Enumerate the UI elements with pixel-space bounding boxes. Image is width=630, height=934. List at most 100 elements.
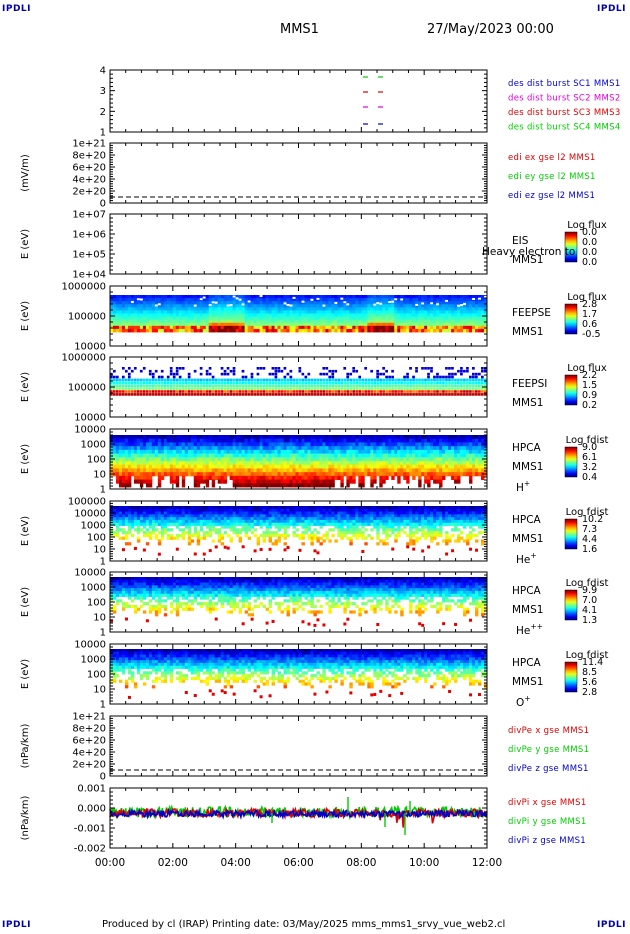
spectrogram-cell bbox=[379, 442, 383, 447]
spectrogram-cell bbox=[163, 378, 167, 382]
spectrogram-cell bbox=[460, 313, 464, 317]
spectrogram-cell bbox=[295, 325, 299, 330]
spectrogram-cell bbox=[247, 381, 251, 385]
spectrogram-cell bbox=[133, 511, 138, 515]
spectrogram-cell bbox=[457, 319, 461, 324]
spectrogram-cell bbox=[421, 384, 424, 388]
spectrogram-cell bbox=[110, 319, 114, 324]
spectrogram-cell bbox=[361, 453, 365, 458]
spectrogram-cell bbox=[361, 479, 365, 484]
spectrogram-cell bbox=[181, 435, 186, 440]
spectrogram-cell bbox=[253, 438, 258, 443]
spectrogram-cell bbox=[190, 435, 195, 440]
spectrogram-cell bbox=[127, 528, 132, 532]
spectrogram-cell bbox=[142, 479, 147, 484]
colorbar-tick-label: 1.5 bbox=[582, 380, 597, 391]
spectrogram-cell bbox=[316, 453, 320, 458]
spectrogram-cell bbox=[304, 453, 308, 458]
spectrogram-cell bbox=[250, 381, 254, 385]
spectrogram-cell bbox=[175, 472, 180, 477]
spectrogram-cell bbox=[124, 313, 129, 317]
spectrogram-cell bbox=[256, 367, 260, 370]
spectrogram-cell bbox=[325, 310, 329, 314]
spectrogram-cell bbox=[268, 316, 272, 321]
spectrogram-cell bbox=[136, 304, 141, 308]
spectrogram-cell bbox=[196, 381, 200, 385]
spectrogram-cell bbox=[304, 319, 308, 324]
spectrogram-cell bbox=[154, 313, 159, 317]
spectrogram-cell bbox=[226, 453, 231, 458]
spectrogram-cell bbox=[385, 390, 388, 393]
spectrogram-cell bbox=[244, 438, 249, 443]
spectrogram-cell bbox=[283, 435, 287, 440]
spectrogram-cell bbox=[118, 304, 123, 308]
spectrogram-cell bbox=[310, 461, 314, 466]
spectrogram-cell bbox=[403, 378, 406, 382]
spectrogram-cell bbox=[199, 295, 204, 299]
spectrogram-cell bbox=[274, 472, 278, 477]
spectrogram-cell bbox=[136, 528, 141, 532]
spectrogram-cell bbox=[262, 453, 266, 458]
spectrogram-cell bbox=[187, 522, 192, 526]
spectrogram-cell bbox=[406, 435, 410, 440]
spectrogram-cell bbox=[181, 472, 186, 477]
spectrogram-cell bbox=[250, 372, 254, 376]
spectrogram-cell bbox=[403, 442, 407, 447]
spectrogram-cell bbox=[190, 511, 195, 515]
spectrogram-cell bbox=[265, 322, 269, 327]
spectrogram-cell bbox=[196, 390, 200, 393]
spectrogram-cell bbox=[352, 316, 356, 321]
spectrogram-cell bbox=[244, 393, 248, 396]
spectrogram-cell bbox=[427, 464, 431, 469]
spectrogram-cell bbox=[469, 328, 473, 333]
spectrogram-cell bbox=[364, 461, 368, 466]
spectrogram-cell bbox=[205, 378, 209, 382]
spectrogram-cell bbox=[271, 381, 275, 385]
spectrogram-cell bbox=[472, 313, 476, 317]
spectrogram-cell bbox=[370, 479, 374, 484]
spectrogram-cell bbox=[295, 387, 299, 390]
spectrogram-cell bbox=[268, 446, 272, 451]
spectrogram-cell bbox=[439, 387, 442, 390]
spectrogram-cell bbox=[136, 468, 141, 473]
spectrogram-cell bbox=[448, 301, 452, 305]
spectrogram-cell bbox=[373, 298, 377, 302]
spectrogram-cell bbox=[223, 435, 228, 440]
spectrogram-cell bbox=[256, 461, 261, 466]
spectrogram-cell bbox=[340, 453, 344, 458]
colorbar bbox=[564, 303, 578, 335]
spectrogram-cell bbox=[178, 304, 183, 308]
spectrogram-cell bbox=[298, 438, 302, 443]
spectrogram-cell bbox=[400, 438, 404, 443]
spectrogram-cell bbox=[481, 387, 484, 390]
spectrogram-cell bbox=[412, 298, 416, 302]
spectrogram-cell bbox=[112, 325, 117, 330]
spectrogram-cell bbox=[307, 310, 311, 314]
spectrogram-cell bbox=[334, 322, 338, 327]
spectrogram-cell bbox=[385, 313, 389, 317]
spectrogram-cell bbox=[445, 472, 449, 477]
spectrogram-cell bbox=[463, 461, 467, 466]
spectrogram-cell bbox=[121, 316, 126, 321]
spectrogram-cell bbox=[214, 298, 219, 302]
spectrogram-cell bbox=[160, 464, 165, 469]
spectrogram-cell bbox=[175, 475, 180, 480]
spectrogram-cell bbox=[304, 322, 308, 327]
spectrogram-cell bbox=[373, 390, 376, 393]
spectrogram-cell bbox=[157, 378, 161, 382]
spectrogram-cell bbox=[379, 468, 383, 473]
spectrogram-cell bbox=[295, 479, 299, 484]
spectrogram-cell bbox=[121, 522, 126, 526]
spectrogram-cell bbox=[205, 435, 210, 440]
spectrogram-cell bbox=[265, 483, 269, 488]
spectrogram-cell bbox=[304, 479, 308, 484]
spectrogram-cell bbox=[466, 298, 470, 302]
spectrogram-cell bbox=[172, 446, 177, 451]
spectrogram-cell bbox=[190, 508, 195, 512]
spectrogram-cell bbox=[280, 328, 284, 333]
spectrogram-cell bbox=[139, 310, 144, 314]
spectrogram-cell bbox=[148, 295, 153, 299]
spectrogram-cell bbox=[349, 449, 353, 454]
spectrogram-gap bbox=[193, 304, 197, 307]
spectrogram-cell bbox=[196, 446, 201, 451]
